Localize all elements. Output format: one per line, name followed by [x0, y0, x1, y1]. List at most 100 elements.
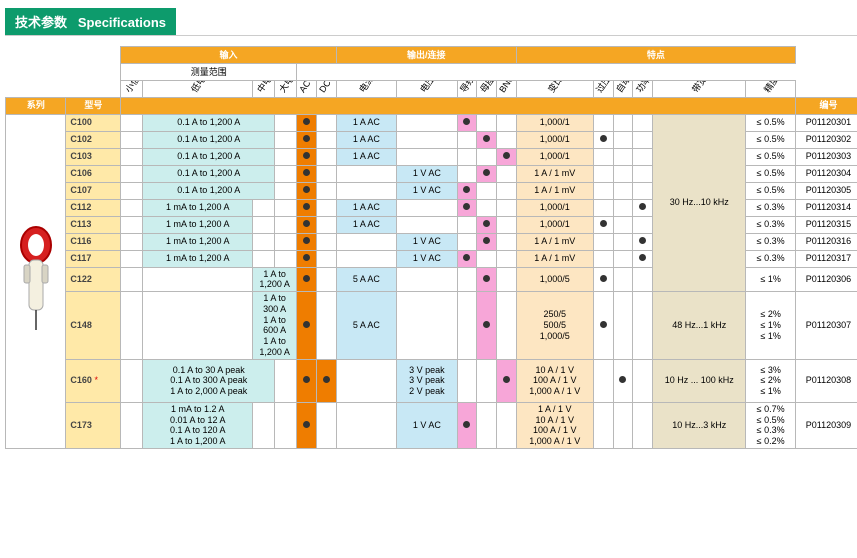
- current-cell: 5 A AC: [336, 267, 396, 292]
- ac-cell: [297, 199, 317, 216]
- voltage-cell: 1 V AC: [397, 165, 457, 182]
- clamp-icon: [16, 225, 56, 335]
- conn-bnc-cell: [497, 359, 517, 402]
- code-cell: P01120304: [795, 165, 857, 182]
- power-cell: [633, 216, 653, 233]
- conn-lead-cell: [457, 165, 477, 182]
- conn-socket-cell: [477, 199, 497, 216]
- model-cell: C103: [66, 148, 121, 165]
- diag-1: 低电流: [143, 81, 253, 98]
- range-cell: 1 A to 300 A1 A to 600 A1 A to 1,200 A: [253, 292, 297, 360]
- conn-socket-cell: [477, 148, 497, 165]
- header-title: 技术参数 Specifications: [5, 8, 176, 35]
- voltage-cell: [397, 114, 457, 131]
- overload-cell: [593, 359, 613, 402]
- dc-cell: [316, 292, 336, 360]
- diag-6: 电流: [336, 81, 396, 98]
- power-cell: [633, 182, 653, 199]
- range-label: 测量范围: [121, 64, 297, 81]
- power-cell: [633, 233, 653, 250]
- ac-cell: [297, 359, 317, 402]
- conn-bnc-cell: [497, 131, 517, 148]
- conn-socket-cell: [477, 165, 497, 182]
- dc-cell: [316, 182, 336, 199]
- conn-bnc-cell: [497, 199, 517, 216]
- page-header: 技术参数 Specifications: [5, 5, 857, 36]
- conn-lead-cell: [457, 233, 477, 250]
- power-cell: [633, 199, 653, 216]
- hdr-model: 型号: [66, 97, 121, 114]
- accuracy-cell: ≤ 0.3%: [746, 216, 795, 233]
- ratio-cell: 1,000/1: [516, 216, 593, 233]
- diag-5: DC: [316, 81, 336, 98]
- power-cell: [633, 402, 653, 448]
- ac-cell: [297, 216, 317, 233]
- conn-lead-cell: [457, 199, 477, 216]
- conn-socket-cell: [477, 402, 497, 448]
- overload-cell: [593, 216, 613, 233]
- ac-cell: [297, 182, 317, 199]
- ratio-cell: 1 A / 1 mV: [516, 182, 593, 199]
- conn-socket-cell: [477, 250, 497, 267]
- power-cell: [633, 292, 653, 360]
- ac-cell: [297, 114, 317, 131]
- hdr-series: 系列: [6, 97, 66, 114]
- power-cell: [633, 250, 653, 267]
- range-cell: 0.1 A to 1,200 A: [143, 148, 275, 165]
- conn-bnc-cell: [497, 233, 517, 250]
- conn-bnc-cell: [497, 165, 517, 182]
- diag-14: 功率测量: [633, 81, 653, 98]
- conn-bnc-cell: [497, 250, 517, 267]
- model-cell: C122: [66, 267, 121, 292]
- diag-3: 大电流: [275, 81, 297, 98]
- ac-cell: [297, 131, 317, 148]
- accuracy-cell: ≤ 0.5%: [746, 131, 795, 148]
- ac-cell: [297, 233, 317, 250]
- accuracy-cell: ≤ 0.5%: [746, 165, 795, 182]
- ratio-cell: 1 A / 1 mV: [516, 250, 593, 267]
- conn-bnc-cell: [497, 114, 517, 131]
- diag-10: BNC接头: [497, 81, 517, 98]
- table-row: C160 *0.1 A to 30 A peak0.1 A to 300 A p…: [6, 359, 857, 402]
- autozero-cell: [613, 131, 633, 148]
- ac-cell: [297, 250, 317, 267]
- code-cell: P01120314: [795, 199, 857, 216]
- ratio-cell: 250/5500/51,000/5: [516, 292, 593, 360]
- voltage-cell: [397, 267, 457, 292]
- ac-cell: [297, 292, 317, 360]
- overload-cell: [593, 402, 613, 448]
- overload-cell: [593, 250, 613, 267]
- autozero-cell: [613, 267, 633, 292]
- diagonal-header-row: 小信号电流 低电流 中电流 大电流 AC DC 电流 电压 导线+安全插头 φ4…: [6, 81, 857, 98]
- range-cell: 0.1 A to 1,200 A: [143, 182, 275, 199]
- dc-cell: [316, 267, 336, 292]
- code-cell: P01120306: [795, 267, 857, 292]
- accuracy-cell: ≤ 3%≤ 2%≤ 1%: [746, 359, 795, 402]
- diag-13: 自动归零: [613, 81, 633, 98]
- sub-header-row: 测量范围: [6, 64, 857, 81]
- current-cell: 1 A AC: [336, 148, 396, 165]
- voltage-cell: [397, 216, 457, 233]
- power-cell: [633, 267, 653, 292]
- diag-0: 小信号电流: [121, 81, 143, 98]
- range-cell: 0.1 A to 30 A peak0.1 A to 300 A peak1 A…: [143, 359, 275, 402]
- code-cell: P01120305: [795, 182, 857, 199]
- overload-cell: [593, 233, 613, 250]
- code-cell: P01120303: [795, 148, 857, 165]
- overload-cell: [593, 131, 613, 148]
- conn-bnc-cell: [497, 148, 517, 165]
- ratio-cell: 1,000/1: [516, 148, 593, 165]
- ac-cell: [297, 402, 317, 448]
- ratio-cell: 10 A / 1 V100 A / 1 V1,000 A / 1 V: [516, 359, 593, 402]
- conn-socket-cell: [477, 216, 497, 233]
- conn-bnc-cell: [497, 216, 517, 233]
- dc-cell: [316, 165, 336, 182]
- conn-socket-cell: [477, 114, 497, 131]
- model-cell: C173: [66, 402, 121, 448]
- autozero-cell: [613, 199, 633, 216]
- ac-cell: [297, 267, 317, 292]
- diag-7: 电压: [397, 81, 457, 98]
- code-cell: P01120308: [795, 359, 857, 402]
- group-input: 输入: [121, 47, 336, 64]
- conn-lead-cell: [457, 292, 477, 360]
